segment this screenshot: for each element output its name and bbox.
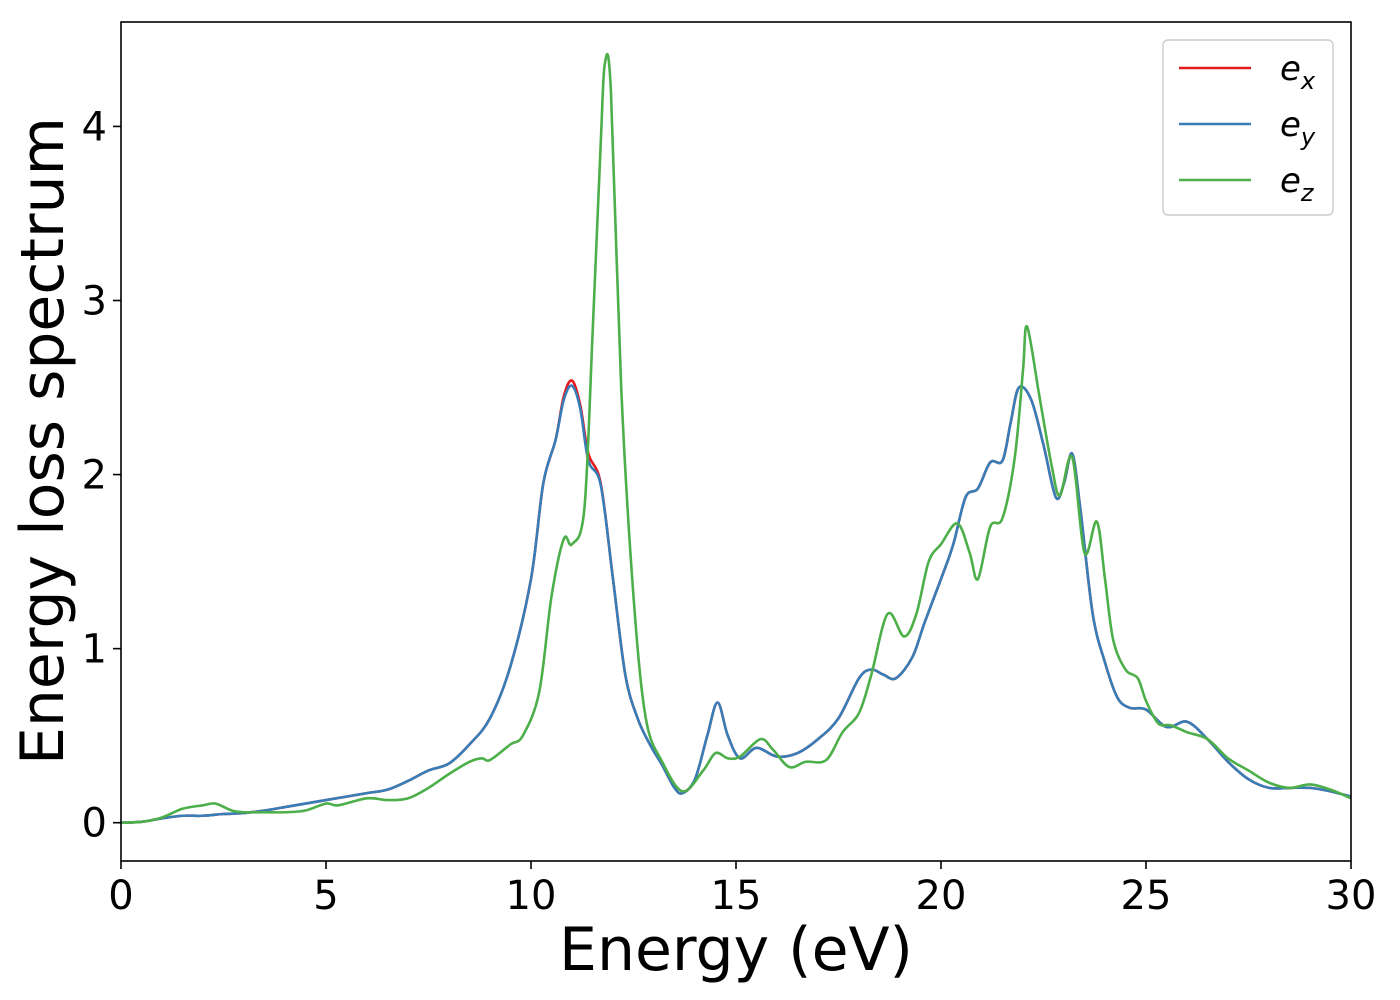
x-axis-title: Energy (eV): [559, 915, 913, 985]
y-axis-title: Energy loss spectrum: [8, 117, 78, 765]
x-tick-label: 0: [108, 873, 133, 919]
x-tick-label: 5: [313, 873, 338, 919]
y-tick-label: 3: [82, 279, 107, 325]
series-line-e-y: [121, 384, 1351, 825]
x-tick-label: 15: [711, 873, 762, 919]
y-tick-label: 0: [82, 801, 107, 847]
x-tick-label: 30: [1326, 873, 1377, 919]
y-tick-label: 1: [82, 627, 107, 673]
y-tick-label: 2: [82, 453, 107, 499]
legend-label-e-y: ey: [1280, 105, 1316, 151]
x-tick-label: 20: [916, 873, 967, 919]
series-line-e-z: [121, 52, 1351, 825]
legend-box: [1162, 39, 1334, 216]
y-axis: 0 1 2 3 4: [82, 104, 121, 847]
x-axis: 0 5 10 15 20 25 30: [108, 861, 1376, 919]
x-tick-label: 10: [506, 873, 557, 919]
x-tick-label: 25: [1121, 873, 1172, 919]
series-layer: [121, 52, 1351, 825]
legend-label-e-x: ex: [1280, 49, 1316, 95]
y-tick-label: 4: [82, 104, 107, 150]
